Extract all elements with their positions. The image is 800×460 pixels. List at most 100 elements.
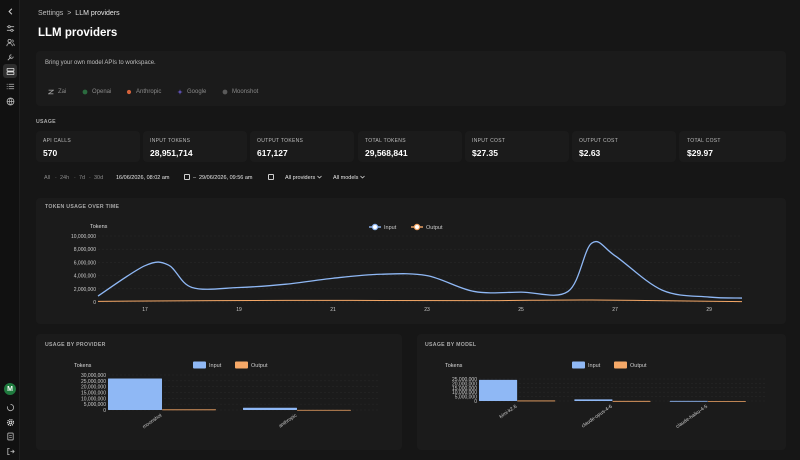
collapse-chevron-icon[interactable] xyxy=(3,4,17,18)
date-from-input[interactable]: 16/06/2026, 08:02 am xyxy=(116,175,170,181)
stat-label: TOTAL TOKENS xyxy=(365,138,406,144)
bar-output xyxy=(612,400,651,402)
legend-label: Input xyxy=(384,225,397,231)
anthropic-logo-icon xyxy=(126,89,132,95)
stat-card-output-cost xyxy=(572,131,676,162)
x-tick-label: claude-opus-4-6 xyxy=(581,404,614,430)
google-logo-icon xyxy=(177,89,183,95)
y-axis-label: Tokens xyxy=(90,224,108,230)
spinner-icon xyxy=(3,400,17,414)
legend-label: Output xyxy=(251,363,268,369)
tab-zai[interactable]: Zai xyxy=(48,87,66,97)
sliders-icon[interactable] xyxy=(3,21,17,35)
x-tick-label: 29 xyxy=(706,307,712,313)
legend-marker xyxy=(413,223,421,231)
stat-value: $29.97 xyxy=(687,148,713,158)
moonshot-logo-icon xyxy=(222,89,228,95)
tools-icon[interactable] xyxy=(3,50,17,64)
breadcrumb-settings-link[interactable]: Settings xyxy=(38,10,64,17)
bar-input xyxy=(669,400,708,402)
range-separator: · xyxy=(74,175,76,181)
range-separator: · xyxy=(89,175,91,181)
date-range-dash: – xyxy=(193,175,197,181)
range-24h[interactable]: 24h xyxy=(60,175,70,181)
server-icon[interactable] xyxy=(3,64,17,78)
legend-swatch xyxy=(614,361,627,369)
date-to-input[interactable]: 29/06/2026, 09:56 am xyxy=(199,175,253,181)
tab-moonshot[interactable]: Moonshot xyxy=(222,87,258,97)
y-tick-label: 8,000,000 xyxy=(74,247,96,253)
tab-label: Openai xyxy=(92,89,112,95)
globe-icon[interactable] xyxy=(3,94,17,108)
stat-label: INPUT COST xyxy=(472,138,506,144)
x-tick-label: anthropic xyxy=(278,412,299,429)
bar-output xyxy=(297,409,351,411)
settings-gear-icon[interactable] xyxy=(3,415,17,429)
y-tick-label: 20,000,000 xyxy=(452,381,477,387)
usage-by-provider-bar-chart: Tokens Input Output 30,000,00025,000,00020,… xyxy=(74,361,378,430)
calendar-icon[interactable] xyxy=(268,174,274,180)
chevron-down-icon xyxy=(360,175,365,179)
y-axis-label: Tokens xyxy=(445,363,463,369)
y-tick-label: 10,000,000 xyxy=(452,390,477,396)
provider-select[interactable]: All providers xyxy=(285,175,322,181)
legend-swatch xyxy=(235,361,248,369)
x-tick-label: 25 xyxy=(518,307,524,313)
stat-label: API CALLS xyxy=(43,138,71,144)
stat-card-api-calls xyxy=(36,131,140,162)
range-7d[interactable]: 7d xyxy=(79,175,86,181)
tab-anthropic[interactable]: Anthropic xyxy=(126,87,161,97)
list-icon[interactable] xyxy=(3,79,17,93)
bar-output xyxy=(707,400,746,402)
x-tick-label: kimi-k2.6 xyxy=(498,404,518,421)
token-usage-chart-card xyxy=(36,198,786,324)
stat-card-input-cost xyxy=(465,131,569,162)
x-tick-label: moonshot xyxy=(142,412,164,430)
x-tick-label: 17 xyxy=(142,307,148,313)
series-line-input xyxy=(97,240,743,299)
usage-section-label: USAGE xyxy=(36,119,56,125)
model-select[interactable]: All models xyxy=(333,175,365,181)
stat-value: 29,568,841 xyxy=(365,148,408,158)
openai-logo-icon xyxy=(82,89,88,95)
stat-value: $27.35 xyxy=(472,148,498,158)
providers-card xyxy=(36,51,786,106)
users-icon[interactable] xyxy=(3,35,17,49)
sidebar: M xyxy=(0,0,20,460)
bar-input xyxy=(243,407,297,410)
range-30d[interactable]: 30d xyxy=(94,175,104,181)
tab-openai[interactable]: Openai xyxy=(82,87,111,97)
y-tick-label: 20,000,000 xyxy=(81,385,106,391)
tab-label: Google xyxy=(187,89,207,95)
bar-input xyxy=(108,378,162,410)
avatar[interactable]: M xyxy=(4,383,16,395)
page-title: LLM providers xyxy=(38,27,118,39)
legend-label: Output xyxy=(426,225,443,231)
stat-label: OUTPUT COST xyxy=(579,138,619,144)
y-axis-label: Tokens xyxy=(74,363,92,369)
usage-by-provider-card xyxy=(36,334,402,450)
y-tick-label: 4,000,000 xyxy=(74,274,96,280)
legend-label: Input xyxy=(209,363,222,369)
tab-label: Moonshot xyxy=(232,89,259,95)
x-tick-label: 19 xyxy=(236,307,242,313)
x-tick-label: claude-haiku-4-5 xyxy=(675,404,709,430)
y-tick-label: 10,000,000 xyxy=(81,396,106,402)
range-all[interactable]: All xyxy=(44,175,51,181)
providers-subtitle: Bring your own model APIs to workspace. xyxy=(45,60,156,66)
tab-google[interactable]: Google xyxy=(177,87,206,97)
tab-label: Zai xyxy=(58,89,67,95)
bar-input xyxy=(479,379,518,401)
x-tick-label: 27 xyxy=(612,307,618,313)
chevron-down-icon xyxy=(317,175,322,179)
breadcrumb: Settings > LLM providers xyxy=(38,10,120,17)
provider-select-value: All providers xyxy=(285,175,316,181)
logout-icon[interactable] xyxy=(3,444,17,458)
y-tick-label: 25,000,000 xyxy=(81,379,106,385)
document-icon[interactable] xyxy=(3,429,17,443)
stat-value: 28,951,714 xyxy=(150,148,193,158)
token-usage-line-chart: Tokens Input Output 10,000,000 8,000,000 6,00… xyxy=(71,223,743,313)
y-tick-label: 15,000,000 xyxy=(452,386,477,392)
y-tick-label: 5,000,000 xyxy=(455,395,477,401)
calendar-icon[interactable] xyxy=(184,174,190,180)
